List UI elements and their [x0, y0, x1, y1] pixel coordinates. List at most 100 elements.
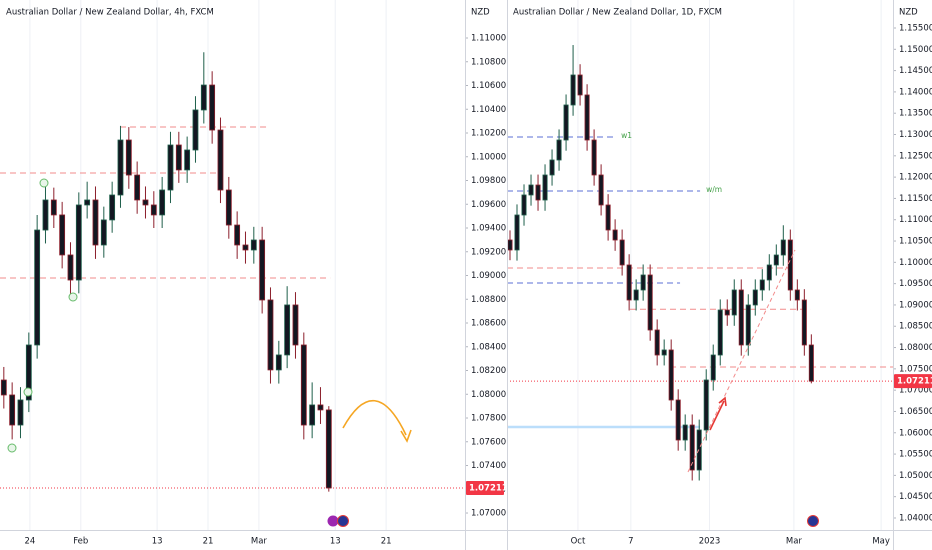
- y-tick-label: 1.11000: [471, 34, 506, 44]
- candle-body: [591, 139, 597, 176]
- candle-body: [175, 144, 182, 171]
- price-tag: [894, 374, 932, 389]
- x-tick-label: 13: [330, 537, 341, 547]
- y-tick-label: 1.10000: [899, 258, 932, 268]
- candle-body: [134, 174, 141, 201]
- red-arrow: [709, 400, 725, 431]
- candle-body: [159, 189, 166, 216]
- y-tick-label: 1.08000: [899, 343, 932, 353]
- y-tick-label: 1.07000: [899, 386, 932, 396]
- axis-unit: NZD: [899, 8, 918, 18]
- x-tick-label: Mar: [251, 537, 268, 547]
- x-tick-label: 21: [381, 537, 392, 547]
- candle-body: [50, 199, 57, 216]
- candle-body: [766, 264, 772, 281]
- candle-body: [9, 394, 16, 426]
- y-tick-label: 1.09600: [471, 200, 506, 210]
- level-label: w/m: [706, 185, 722, 194]
- event-icon[interactable]: [337, 515, 349, 527]
- candle-body: [780, 239, 786, 256]
- y-tick-label: 1.07500: [899, 364, 932, 374]
- price-tag: [466, 480, 504, 495]
- y-tick-label: 1.15000: [899, 45, 932, 55]
- x-tick-label: May: [872, 537, 890, 547]
- candle-body: [521, 194, 527, 216]
- axis-unit: NZD: [471, 8, 490, 18]
- candle-body: [217, 129, 224, 191]
- event-icon[interactable]: [327, 515, 339, 527]
- candle-body: [92, 199, 99, 246]
- candle-body: [752, 289, 758, 306]
- candle-body: [109, 194, 116, 221]
- price-tag-label: 1.07211: [897, 377, 932, 387]
- candle-body: [801, 299, 807, 346]
- y-tick-label: 1.08600: [471, 319, 506, 329]
- x-tick-label: 21: [203, 537, 214, 547]
- event-icon[interactable]: [807, 515, 819, 527]
- y-tick-label: 1.08800: [471, 295, 506, 305]
- candle-body: [563, 104, 569, 141]
- y-tick-label: 1.07600: [471, 437, 506, 447]
- candle-body: [668, 349, 674, 401]
- candle-body: [794, 289, 800, 301]
- candle-body: [309, 404, 316, 426]
- grid-layer: [0, 0, 893, 530]
- candle-body: [619, 239, 625, 266]
- marker: [39, 178, 49, 188]
- curved-arrow: [342, 399, 407, 436]
- y-tick-label: 1.09400: [471, 224, 506, 234]
- marker: [68, 292, 78, 302]
- candle-body: [626, 264, 632, 301]
- candle-body: [250, 239, 257, 251]
- candle-body: [125, 139, 132, 176]
- chart-title: Australian Dollar / New Zealand Dollar, …: [6, 8, 214, 18]
- candle-body: [100, 219, 107, 246]
- candle-body: [542, 174, 548, 201]
- y-tick-label: 1.05000: [899, 471, 932, 481]
- candle-body: [640, 274, 646, 291]
- candle-body: [514, 214, 520, 251]
- x-tick-label: Oct: [571, 537, 586, 547]
- candle-body: [75, 204, 82, 281]
- y-tick-label: 1.08400: [471, 342, 506, 352]
- candle-body: [689, 424, 695, 471]
- y-tick-label: 1.10800: [471, 57, 506, 67]
- marker: [7, 443, 17, 453]
- y-tick-label: 1.09000: [899, 300, 932, 310]
- candle-body: [117, 139, 124, 196]
- candle-body: [759, 279, 765, 291]
- y-tick-label: 1.08500: [899, 322, 932, 332]
- candle-body: [242, 244, 249, 251]
- candle-body: [192, 109, 199, 151]
- y-tick-label: 1.10500: [899, 237, 932, 247]
- candle-body: [710, 354, 716, 381]
- y-tick-label: 1.08000: [471, 390, 506, 400]
- x-tick-label: Feb: [73, 537, 88, 547]
- candle-body: [317, 404, 324, 411]
- y-tick-label: 1.09800: [471, 176, 506, 186]
- y-tick-label: 1.04500: [899, 492, 932, 502]
- candle-body: [584, 94, 590, 141]
- candle-body: [234, 224, 241, 246]
- y-tick-label: 1.07000: [471, 509, 506, 519]
- y-tick-label: 1.13000: [899, 130, 932, 140]
- candle-body: [731, 289, 737, 316]
- y-tick-label: 1.14500: [899, 66, 932, 76]
- candle-body: [675, 399, 681, 441]
- y-tick-label: 1.15500: [899, 23, 932, 33]
- candle-body: [275, 354, 282, 371]
- candle-body: [661, 349, 667, 356]
- y-tick-label: 1.07400: [471, 461, 506, 471]
- y-tick-label: 1.07800: [471, 414, 506, 424]
- y-tick-label: 1.05500: [899, 450, 932, 460]
- candle-body: [787, 239, 793, 291]
- y-tick-label: 1.11500: [899, 194, 932, 204]
- level-label: w1: [621, 131, 632, 140]
- x-tick-label: 13: [152, 537, 163, 547]
- candle-body: [738, 289, 744, 346]
- candle-body: [25, 344, 32, 401]
- candle-body: [67, 254, 74, 281]
- candle-body: [17, 399, 24, 426]
- candle-body: [200, 84, 207, 111]
